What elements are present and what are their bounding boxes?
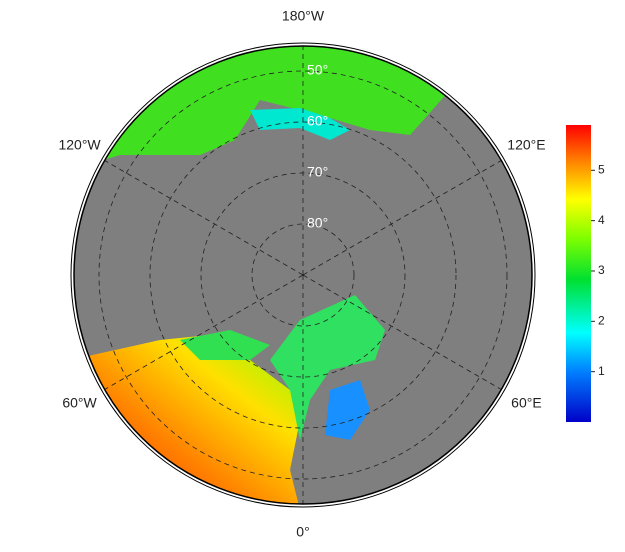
map-border [73, 45, 533, 505]
meridian-label: 180°W [282, 8, 325, 24]
meridian-label: 0° [296, 524, 309, 540]
norwegian-sea [270, 295, 385, 440]
map-frame [70, 42, 536, 508]
latitude-label: 50° [307, 62, 328, 78]
latitude-label: 70° [307, 164, 328, 180]
colorbar-tick-label: 3 [598, 263, 605, 277]
colorbar-tick-label: 5 [598, 162, 605, 176]
meridian-label: 60°E [511, 395, 542, 411]
latitude-circle [98, 70, 508, 480]
baltic-sea [325, 380, 370, 440]
bering-sea [250, 108, 350, 140]
graticule [98, 46, 508, 504]
latitude-circle [251, 223, 355, 327]
colorbar-tick-label: 1 [598, 364, 605, 378]
colorbar-tick-label: 4 [598, 213, 605, 227]
meridian-label: 120°E [507, 137, 545, 153]
meridian-line [302, 160, 502, 276]
latitude-label: 60° [307, 113, 328, 129]
colorbar-tick-label: 2 [598, 313, 605, 327]
map-disk [74, 46, 532, 504]
meridian-line [104, 274, 304, 390]
baffin-region [180, 330, 270, 360]
meridian-line [104, 160, 304, 276]
meridian-label: 120°W [58, 137, 101, 153]
latitude-label: 80° [307, 215, 328, 231]
meridian-line [302, 274, 502, 390]
colorbar [566, 125, 591, 422]
meridian-label: 60°W [62, 395, 97, 411]
